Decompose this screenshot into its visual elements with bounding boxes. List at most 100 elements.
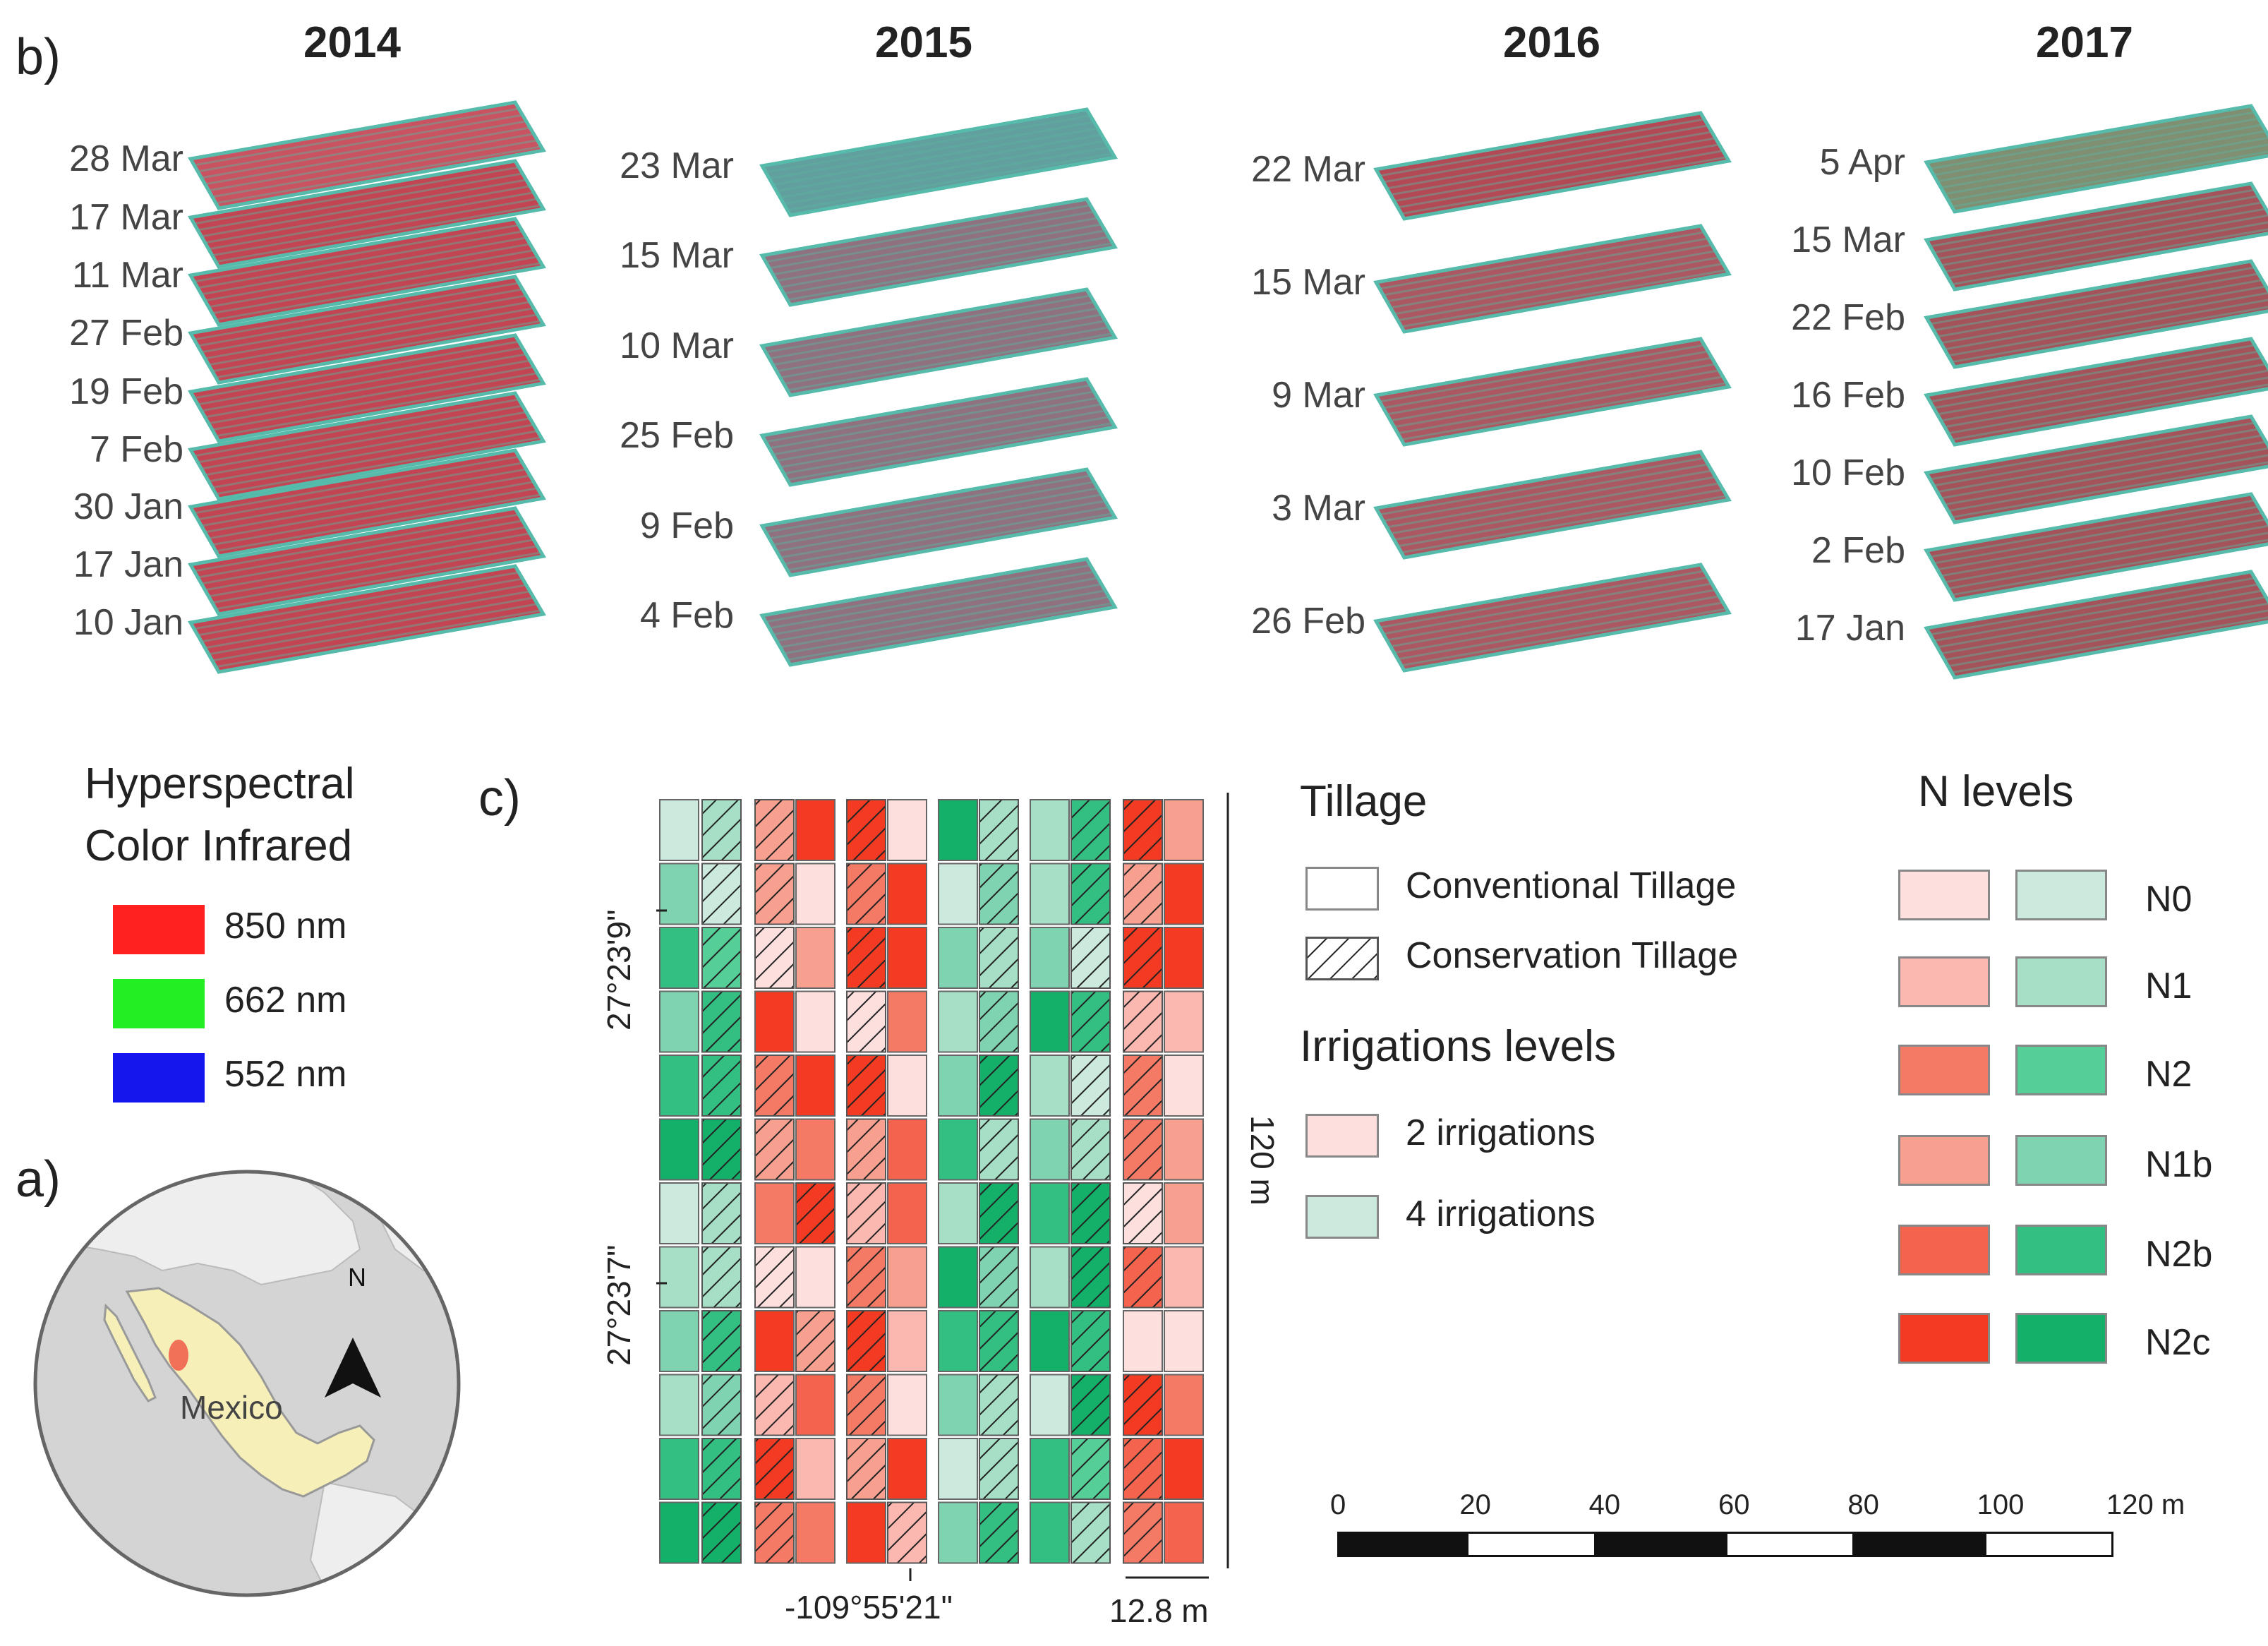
plot-cell <box>659 1182 699 1244</box>
layer-stripe <box>197 347 523 406</box>
layer-stripe <box>1389 476 1715 535</box>
plot-cell <box>795 1246 836 1309</box>
layer-stripe <box>197 172 523 232</box>
nlevels-title: N levels <box>1918 767 2074 816</box>
stack-layers <box>188 100 2268 680</box>
layer-stripe <box>1382 463 1708 522</box>
layer-stripe <box>211 256 537 315</box>
layer-stripe <box>193 571 519 630</box>
layer-stripe <box>1386 469 1712 529</box>
layer-stripe <box>1950 616 2268 674</box>
location-map: N Mexico <box>33 1170 461 1597</box>
plot-cell-hatch <box>701 1182 742 1244</box>
year-label-2017: 2017 <box>2036 18 2133 67</box>
layer-stripe <box>1936 279 2262 338</box>
image-layer <box>759 287 1118 397</box>
layer-stripe <box>772 217 1098 276</box>
layer-stripe <box>1947 376 2268 435</box>
date-label: 28 Mar <box>69 138 183 179</box>
plot-cell <box>1164 1438 1204 1500</box>
layer-stripe <box>765 204 1091 263</box>
layer-stripe <box>765 564 1091 623</box>
layer-stripe <box>1400 608 1726 667</box>
nlevel-label-N1b: N1b <box>2145 1144 2213 1185</box>
layer-stripe <box>207 249 533 308</box>
band-850-swatch <box>113 905 205 954</box>
scale-tick-label: 60 <box>1718 1489 1750 1520</box>
plot-cell-hatch <box>846 1246 886 1309</box>
layer-stripe <box>215 145 541 205</box>
layer-stripe <box>207 133 533 192</box>
panel-label-c: c) <box>478 770 521 827</box>
layer-stripe <box>768 210 1094 270</box>
layer-stripe <box>772 577 1098 636</box>
plot-cell <box>659 1438 699 1500</box>
plot-cell-hatch <box>1070 1246 1111 1309</box>
layer-stripe <box>211 139 537 198</box>
date-label: 26 Feb <box>1251 601 1365 642</box>
layer-stripe <box>1950 539 2268 596</box>
plot-cell-hatch <box>701 1055 742 1117</box>
layer-stripe <box>204 185 530 244</box>
image-layer <box>759 377 1118 487</box>
layer-stripe <box>200 584 526 643</box>
plot-cell <box>938 1501 978 1564</box>
layer-stripe <box>776 223 1102 282</box>
plot-cell-hatch <box>979 1501 1019 1564</box>
layer-stripe <box>1940 208 2266 267</box>
image-layer <box>1373 337 1732 447</box>
plot-cell-hatch <box>979 1438 1019 1500</box>
layer-stripe <box>193 166 519 225</box>
plot-cell <box>887 799 927 861</box>
plot-cell-hatch <box>979 863 1019 925</box>
plot-cell <box>659 863 699 925</box>
date-label: 5 Apr <box>1819 142 1905 183</box>
image-layer <box>1924 492 2268 602</box>
plot-cell-hatch <box>1123 863 1163 925</box>
plot-cell-hatch <box>1070 1438 1111 1500</box>
plot-cell <box>1164 1374 1204 1436</box>
plot-cell <box>1030 1310 1070 1372</box>
nlevel-green-swatch-N1b <box>2015 1135 2107 1186</box>
nlevel-red-swatch-N1 <box>1898 956 1990 1007</box>
plot-cell <box>938 1118 978 1181</box>
plot-cell <box>1164 1501 1204 1564</box>
layer-stripe <box>200 120 526 179</box>
plot-cell-hatch <box>1123 927 1163 989</box>
plot-cell-hatch <box>1123 1055 1163 1117</box>
plot-cell-hatch <box>701 863 742 925</box>
image-layer <box>188 564 546 674</box>
layer-stripe <box>215 204 541 263</box>
plot-cell-hatch <box>701 1118 742 1181</box>
layer-stripe <box>211 603 537 662</box>
layer-stripe <box>1943 292 2268 351</box>
plot-cell <box>795 1118 836 1181</box>
north-arrow-icon <box>325 1338 381 1398</box>
layer-stripe <box>200 468 526 527</box>
plot-cell <box>1164 927 1204 989</box>
layer-stripe <box>1943 447 2268 506</box>
plot-cell <box>754 1182 795 1244</box>
plot-cell <box>938 927 978 989</box>
date-label: 15 Mar <box>620 235 734 276</box>
layer-stripe <box>1379 231 1705 290</box>
plot-cell-hatch <box>754 1501 795 1564</box>
scale-tick-label: 0 <box>1330 1489 1346 1520</box>
nlevel-red-swatch-N2b <box>1898 1225 1990 1275</box>
plot-cell-hatch <box>979 1118 1019 1181</box>
plot-cell <box>659 1118 699 1181</box>
layer-stripe <box>786 422 1112 481</box>
layer-stripe <box>783 596 1109 655</box>
layer-stripe <box>1947 531 2268 590</box>
layer-stripe <box>1933 272 2259 332</box>
layer-stripe <box>772 307 1098 366</box>
layer-stripe <box>1933 195 2259 254</box>
plot-cell <box>795 863 836 925</box>
plot-cell <box>795 1055 836 1117</box>
plot-cell-hatch <box>846 1182 886 1244</box>
plot-cell-hatch <box>701 1501 742 1564</box>
four-irrigations-swatch <box>1305 1195 1379 1239</box>
layer-stripe <box>1397 263 1723 322</box>
plot-cell <box>1164 1118 1204 1181</box>
layer-stripe <box>211 487 537 546</box>
